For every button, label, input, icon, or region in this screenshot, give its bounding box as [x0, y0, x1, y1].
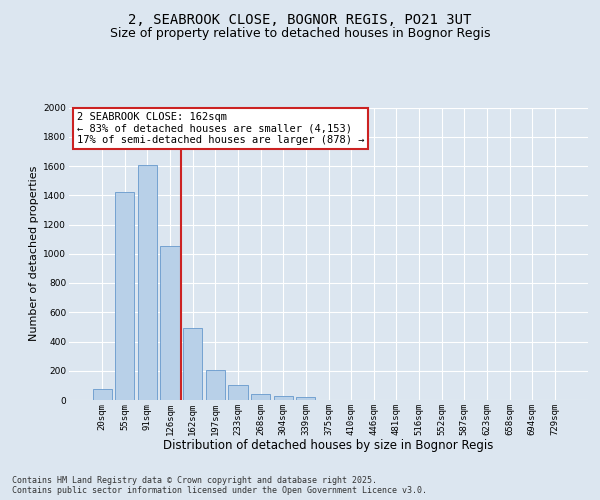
Bar [138, 164, 157, 400]
Text: 2 SEABROOK CLOSE: 162sqm
← 83% of detached houses are smaller (4,153)
17% of sem: 2 SEABROOK CLOSE: 162sqm ← 83% of detach… [77, 112, 364, 145]
Text: 2, SEABROOK CLOSE, BOGNOR REGIS, PO21 3UT: 2, SEABROOK CLOSE, BOGNOR REGIS, PO21 3U… [128, 12, 472, 26]
Bar [92, 389, 112, 400]
Bar [229, 386, 248, 400]
Bar [296, 397, 316, 400]
Text: Size of property relative to detached houses in Bognor Regis: Size of property relative to detached ho… [110, 28, 490, 40]
Bar [115, 192, 134, 400]
Bar [274, 396, 293, 400]
Y-axis label: Number of detached properties: Number of detached properties [29, 166, 39, 342]
Bar [206, 370, 225, 400]
Text: Contains HM Land Registry data © Crown copyright and database right 2025.
Contai: Contains HM Land Registry data © Crown c… [12, 476, 427, 495]
X-axis label: Distribution of detached houses by size in Bognor Regis: Distribution of detached houses by size … [163, 439, 494, 452]
Bar [251, 394, 270, 400]
Bar [160, 246, 180, 400]
Bar [183, 328, 202, 400]
